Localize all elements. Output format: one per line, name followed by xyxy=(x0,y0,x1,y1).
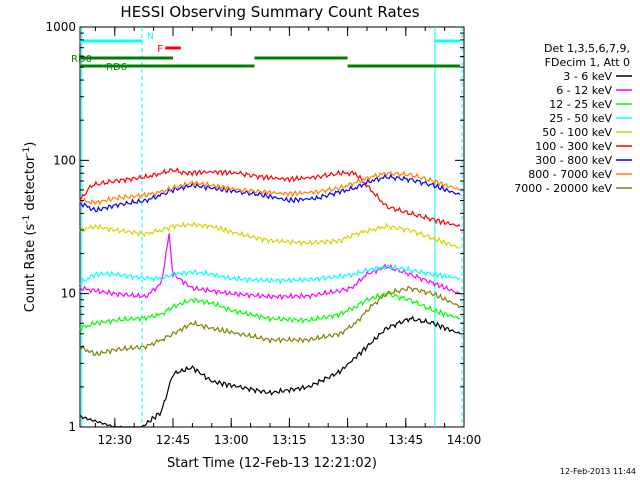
x-tick-label: 13:30 xyxy=(330,433,365,447)
flag-label-f: F xyxy=(157,44,163,55)
series-line-7000-20000-kev xyxy=(79,285,461,357)
y-tick-label: 1000 xyxy=(45,20,76,34)
series-line-12-25-kev xyxy=(79,291,461,332)
x-tick-label: 13:00 xyxy=(214,433,249,447)
x-tick-label: 12:45 xyxy=(156,433,191,447)
y-tick-label: 100 xyxy=(53,153,76,167)
legend-entry-3-6-kev: 3 - 6 keV xyxy=(563,70,612,83)
legend-entry-300-800-kev: 300 - 800 keV xyxy=(535,154,612,167)
chart-title: HESSI Observing Summary Count Rates xyxy=(120,3,419,21)
y-axis-ticks: 1 10 100 1000 xyxy=(45,20,464,434)
legend: Det 1,3,5,6,7,9, FDecim 1, Att 0 3 - 6 k… xyxy=(514,42,632,195)
x-tick-label: 12:30 xyxy=(98,433,133,447)
observing-flags: NF RD0 RD6 xyxy=(71,32,461,73)
x-axis-ticks: 12:30 12:45 13:00 13:15 13:30 13:45 14:00 xyxy=(94,27,482,447)
series-line-25-50-kev xyxy=(79,263,461,285)
x-tick-label: 13:15 xyxy=(272,433,307,447)
legend-header-line1: Det 1,3,5,6,7,9, xyxy=(544,42,630,55)
legend-entry-800-7000-kev: 800 - 7000 keV xyxy=(528,168,612,181)
flag-label-rd6: RD6 xyxy=(106,62,127,73)
timestamp: 12-Feb-2013 11:44 xyxy=(560,467,636,476)
x-tick-label: 13:45 xyxy=(389,433,424,447)
series-line-3-6-kev xyxy=(79,315,461,428)
legend-entry-7000-20000-kev: 7000 - 20000 keV xyxy=(514,182,612,195)
flag-label-n: N xyxy=(147,32,154,42)
legend-entry-12-25-kev: 12 - 25 keV xyxy=(549,98,612,111)
series-line-800-7000-kev xyxy=(79,170,461,206)
flag-label-rd0: RD0 xyxy=(71,54,92,65)
x-tick-label: 14:00 xyxy=(447,433,482,447)
legend-entry-6-12-kev: 6 - 12 keV xyxy=(556,84,612,97)
series-line-300-800-kev xyxy=(79,173,461,213)
series-line-100-300-kev xyxy=(79,166,461,228)
legend-entry-100-300-kev: 100 - 300 keV xyxy=(535,140,612,153)
plot-frame xyxy=(79,26,465,428)
interval-markers xyxy=(81,27,463,427)
y-tick-label: 10 xyxy=(61,287,76,301)
series-lines xyxy=(79,166,461,428)
x-axis-label: Start Time (12-Feb-13 12:21:02) xyxy=(167,456,377,471)
legend-entry-25-50-kev: 25 - 50 keV xyxy=(549,112,612,125)
series-line-50-100-kev xyxy=(79,220,461,249)
legend-entry-50-100-kev: 50 - 100 keV xyxy=(542,126,612,139)
plot-area: NF RD0 RD6 1 10 100 1000 12:30 12:45 13:00 13:15… xyxy=(45,20,481,447)
legend-header-line2: FDecim 1, Att 0 xyxy=(545,56,630,69)
y-axis-label: Count Rate (s-1 detector-1) xyxy=(22,142,38,313)
y-tick-label: 1 xyxy=(68,420,76,434)
